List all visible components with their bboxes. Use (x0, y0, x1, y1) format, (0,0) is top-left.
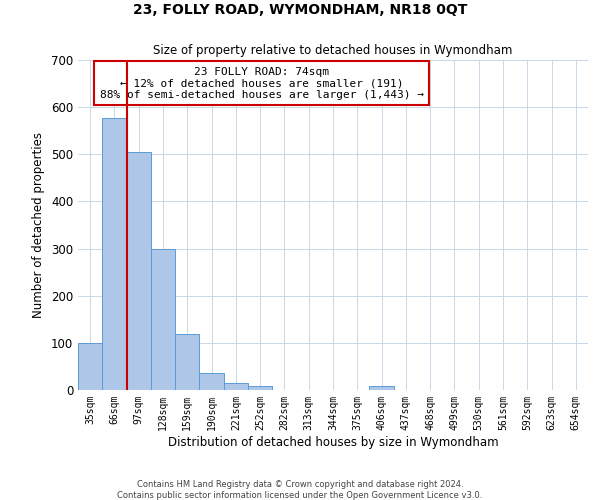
Bar (151, 248, 175, 390)
Bar (224, 383, 248, 390)
Bar (199, 372, 224, 390)
Text: 23, FOLLY ROAD, WYMONDHAM, NR18 0QT: 23, FOLLY ROAD, WYMONDHAM, NR18 0QT (133, 2, 467, 16)
Bar (127, 152, 151, 390)
Bar (78, 343, 102, 390)
X-axis label: Distribution of detached houses by size in Wymondham: Distribution of detached houses by size … (167, 436, 499, 448)
Bar (370, 386, 394, 390)
Bar (175, 334, 199, 390)
Bar (248, 386, 272, 390)
Text: 23 FOLLY ROAD: 74sqm
← 12% of detached houses are smaller (191)
88% of semi-deta: 23 FOLLY ROAD: 74sqm ← 12% of detached h… (100, 66, 424, 100)
Text: Contains HM Land Registry data © Crown copyright and database right 2024.
Contai: Contains HM Land Registry data © Crown c… (118, 480, 482, 500)
Title: Size of property relative to detached houses in Wymondham: Size of property relative to detached ho… (154, 44, 512, 58)
Y-axis label: Number of detached properties: Number of detached properties (32, 132, 46, 318)
Bar (102, 118, 127, 390)
